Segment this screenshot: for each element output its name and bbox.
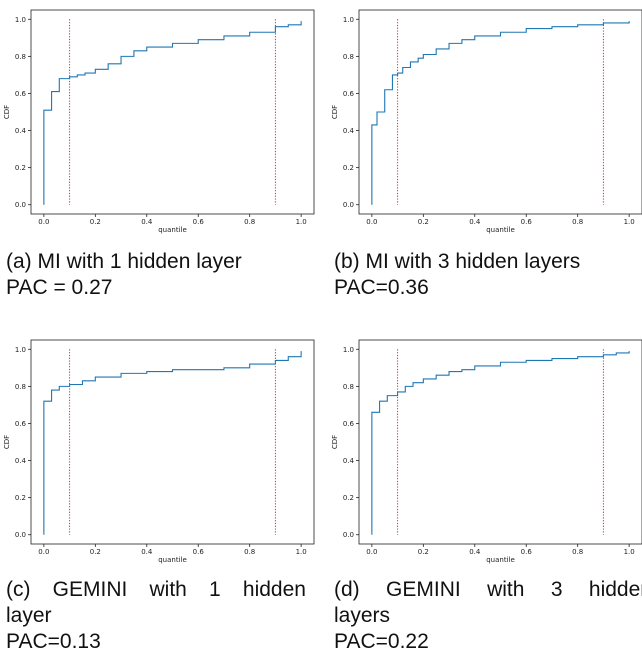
plot-frame	[30, 9, 315, 215]
x-tick-label: 0.2	[90, 548, 101, 556]
x-tick-label: 0.4	[469, 548, 481, 556]
chart-c: 0.0 0.2 0.4 0.6 0.8 1.0 0.0 0.2 0.4 0.6 0.8 1.0 quan…	[3, 339, 315, 564]
y-tick-label: 1.0	[15, 16, 26, 24]
y-tick-label: 0.0	[15, 531, 26, 539]
chart-panel-a: 0.0 0.2 0.4 0.6 0.8 1.0 0.0 0.2 0.4 0.6 0.8 1.0 quan…	[0, 0, 320, 234]
y-tick-label: 1.0	[343, 346, 354, 354]
x-tick-label: 0.6	[521, 218, 533, 226]
chart-b: 0.0 0.2 0.4 0.6 0.8 1.0 0.0 0.2 0.4 0.6 0.8 1.0 quan…	[331, 9, 642, 234]
caption-c-word-2: GEMINI	[52, 578, 128, 601]
y-tick-label: 0.0	[15, 201, 26, 209]
x-tick-label: 0.4	[141, 548, 153, 556]
caption-d-line-1: (d) GEMINI with 3 hidden	[334, 577, 642, 603]
caption-c-word-5: hidden	[242, 578, 306, 601]
x-tick-label: 0.0	[366, 548, 377, 556]
x-tick-label: 0.6	[521, 548, 533, 556]
y-tick-label: 0.8	[343, 383, 354, 391]
caption-c: (c) GEMINI with 1 hidden layer PAC=0.13	[6, 577, 306, 655]
y-axis-label: CDF	[331, 105, 339, 119]
cdf-step-line	[371, 21, 630, 205]
x-tick-label: 1.0	[296, 548, 307, 556]
y-tick-label: 0.6	[343, 420, 355, 428]
plot-frame	[358, 9, 642, 215]
caption-d-word-2: GEMINI	[386, 578, 461, 601]
y-tick-label: 0.8	[343, 53, 354, 61]
caption-a-line-1: (a) MI with 1 hidden layer	[6, 250, 242, 273]
x-axis-label: quantile	[158, 226, 187, 234]
y-tick-label: 0.2	[343, 164, 354, 172]
y-tick-label: 0.8	[15, 383, 26, 391]
caption-b: (b) MI with 3 hidden layers PAC=0.36	[334, 249, 580, 301]
x-tick-label: 0.2	[418, 218, 429, 226]
x-tick-label: 0.4	[469, 218, 481, 226]
x-tick-label: 0.0	[38, 218, 49, 226]
y-tick-label: 0.2	[15, 494, 26, 502]
caption-b-line-2: PAC=0.36	[334, 276, 429, 299]
x-axis-label: quantile	[486, 556, 515, 564]
chart-panel-b: 0.0 0.2 0.4 0.6 0.8 1.0 0.0 0.2 0.4 0.6 0.8 1.0 quan…	[328, 0, 642, 234]
chart-a: 0.0 0.2 0.4 0.6 0.8 1.0 0.0 0.2 0.4 0.6 0.8 1.0 quan…	[3, 9, 315, 234]
caption-d-line-3: PAC=0.22	[334, 630, 429, 653]
caption-c-word-1: (c)	[6, 578, 31, 601]
x-tick-label: 0.8	[244, 218, 255, 226]
caption-c-line-1: (c) GEMINI with 1 hidden	[6, 577, 306, 603]
caption-d: (d) GEMINI with 3 hidden layers PAC=0.22	[334, 577, 642, 655]
y-tick-label: 0.4	[343, 457, 355, 465]
caption-a: (a) MI with 1 hidden layer PAC = 0.27	[6, 249, 242, 301]
y-tick-label: 0.6	[343, 90, 355, 98]
x-tick-label: 0.2	[418, 548, 429, 556]
cdf-step-line	[43, 351, 302, 535]
x-tick-label: 0.8	[244, 548, 255, 556]
plot-frame	[30, 339, 315, 545]
y-tick-label: 0.2	[343, 494, 354, 502]
x-tick-label: 0.0	[38, 548, 49, 556]
y-axis-label: CDF	[3, 435, 11, 449]
y-tick-label: 1.0	[343, 16, 354, 24]
x-axis-label: quantile	[158, 556, 187, 564]
y-tick-label: 0.4	[343, 127, 355, 135]
y-tick-label: 1.0	[15, 346, 26, 354]
x-tick-label: 0.8	[572, 218, 583, 226]
y-axis-label: CDF	[331, 435, 339, 449]
x-tick-label: 0.6	[193, 218, 205, 226]
x-tick-label: 0.4	[141, 218, 153, 226]
cdf-step-line	[43, 21, 302, 205]
chart-panel-c: 0.0 0.2 0.4 0.6 0.8 1.0 0.0 0.2 0.4 0.6 0.8 1.0 quan…	[0, 330, 320, 564]
caption-d-word-1: (d)	[334, 578, 360, 601]
y-tick-label: 0.4	[15, 457, 27, 465]
x-tick-label: 1.0	[624, 548, 635, 556]
x-tick-label: 1.0	[296, 218, 307, 226]
cdf-step-line	[371, 351, 630, 535]
caption-d-line-2: layers	[334, 604, 391, 627]
x-tick-label: 0.2	[90, 218, 101, 226]
y-axis-label: CDF	[3, 105, 11, 119]
caption-d-word-5: hidden	[588, 578, 642, 601]
y-tick-label: 0.2	[15, 164, 26, 172]
caption-c-word-3: with	[149, 578, 187, 601]
chart-panel-d: 0.0 0.2 0.4 0.6 0.8 1.0 0.0 0.2 0.4 0.6 0.8 1.0 quan…	[328, 330, 642, 564]
y-tick-label: 0.0	[343, 201, 354, 209]
y-tick-label: 0.0	[343, 531, 354, 539]
caption-c-line-2: layer	[6, 604, 52, 627]
chart-d: 0.0 0.2 0.4 0.6 0.8 1.0 0.0 0.2 0.4 0.6 0.8 1.0 quan…	[331, 339, 642, 564]
x-axis-label: quantile	[486, 226, 515, 234]
x-tick-label: 1.0	[624, 218, 635, 226]
caption-c-line-3: PAC=0.13	[6, 630, 101, 653]
caption-d-word-4: 3	[550, 578, 563, 601]
y-tick-label: 0.6	[15, 90, 27, 98]
caption-c-word-4: 1	[209, 578, 221, 601]
y-tick-label: 0.8	[15, 53, 26, 61]
y-tick-label: 0.6	[15, 420, 27, 428]
x-tick-label: 0.0	[366, 218, 377, 226]
caption-d-word-3: with	[487, 578, 525, 601]
plot-frame	[358, 339, 642, 545]
x-tick-label: 0.8	[572, 548, 583, 556]
caption-b-line-1: (b) MI with 3 hidden layers	[334, 250, 581, 273]
y-tick-label: 0.4	[15, 127, 27, 135]
caption-a-line-2: PAC = 0.27	[6, 276, 113, 299]
x-tick-label: 0.6	[193, 548, 205, 556]
